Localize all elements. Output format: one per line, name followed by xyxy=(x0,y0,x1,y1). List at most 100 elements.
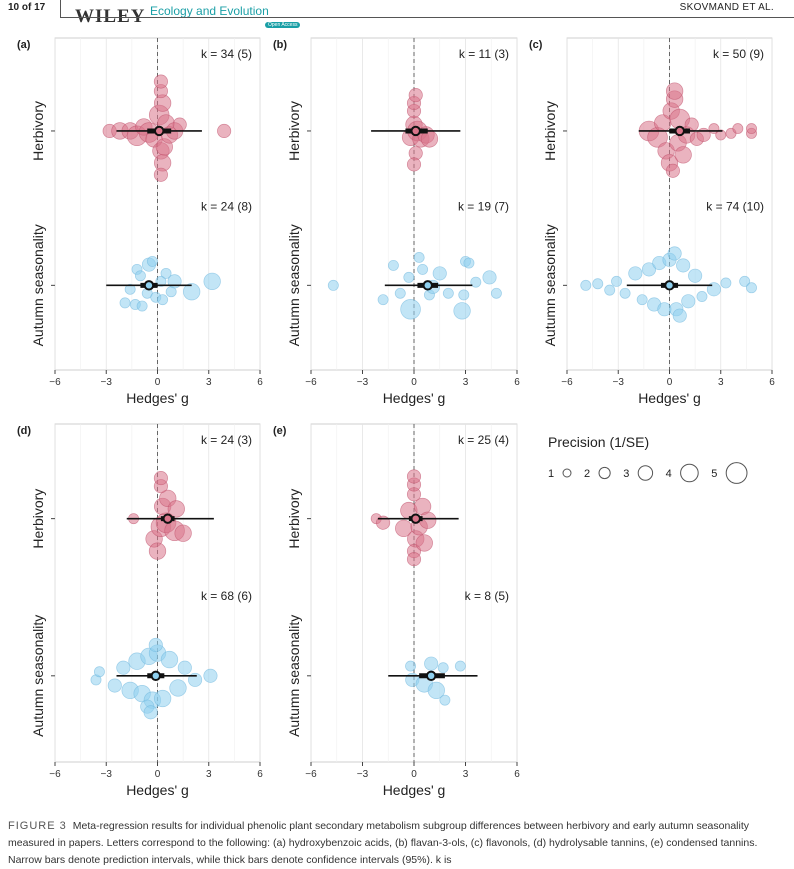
y-row-label: Autumn seasonality xyxy=(30,224,46,346)
data-point xyxy=(681,294,696,309)
chart-panel: (c) Herbivory k = 50 (9) Autumn seasonality… xyxy=(529,37,775,406)
data-point xyxy=(169,679,187,697)
k-label: k = 19 (7) xyxy=(458,200,509,214)
journal-name: Ecology and Evolution xyxy=(150,4,269,18)
data-point xyxy=(636,294,648,306)
y-row-label: Autumn seasonality xyxy=(542,224,558,346)
data-point xyxy=(442,287,454,299)
legend-size-circle xyxy=(562,468,572,478)
data-point xyxy=(696,291,708,302)
data-point xyxy=(217,123,232,139)
data-point xyxy=(116,660,131,675)
x-tick-label: 6 xyxy=(257,377,263,388)
data-point xyxy=(432,266,447,281)
data-point xyxy=(604,284,616,296)
effect-estimate xyxy=(150,670,161,682)
data-point xyxy=(739,275,751,287)
effect-estimate xyxy=(410,125,421,137)
caption-label: FIGURE 3 xyxy=(8,820,67,832)
data-point xyxy=(628,266,643,281)
x-tick-label: −3 xyxy=(613,377,625,388)
effect-estimate xyxy=(410,513,421,524)
panel-label: (d) xyxy=(17,425,31,437)
data-point xyxy=(146,255,158,267)
data-point xyxy=(580,279,592,291)
data-point xyxy=(148,542,167,560)
data-point xyxy=(153,471,168,486)
data-point xyxy=(482,270,497,285)
data-point xyxy=(153,74,168,89)
page-header: 10 of 17 WILEY Ecology and Evolution Ope… xyxy=(0,0,794,28)
k-label: k = 24 (8) xyxy=(201,200,252,214)
effect-estimate xyxy=(422,280,433,291)
k-label: k = 68 (6) xyxy=(201,589,252,603)
data-point xyxy=(172,117,187,132)
running-author: SKOVMAND ET AL. xyxy=(679,2,774,13)
data-point xyxy=(490,287,502,299)
x-tick-label: 6 xyxy=(769,377,775,388)
x-tick-label: 3 xyxy=(718,377,724,388)
data-point xyxy=(327,279,339,291)
x-axis-label: Hedges' g xyxy=(126,782,189,798)
data-point xyxy=(408,88,423,103)
k-label: k = 25 (4) xyxy=(458,433,509,447)
effect-estimate xyxy=(162,513,173,524)
y-row-label: Autumn seasonality xyxy=(286,615,302,737)
chart-panel: (d) Herbivory k = 24 (3) Autumn seasonality… xyxy=(17,423,263,798)
k-label: k = 24 (3) xyxy=(201,433,252,447)
data-point xyxy=(458,289,470,301)
chart-panel: (b) Herbivory k = 11 (3) Autumn seasonality… xyxy=(273,37,520,406)
data-point xyxy=(417,263,429,275)
x-tick-label: 3 xyxy=(463,769,469,780)
data-point xyxy=(160,650,179,669)
data-point xyxy=(400,298,421,320)
data-point xyxy=(720,277,732,289)
data-point xyxy=(107,678,122,693)
x-tick-label: −6 xyxy=(305,377,317,388)
data-point xyxy=(93,666,105,678)
data-point xyxy=(160,267,172,279)
x-tick-label: 0 xyxy=(155,377,161,388)
data-point xyxy=(203,668,218,683)
publisher-logo: WILEY xyxy=(75,6,146,27)
y-row-label: Herbivory xyxy=(30,101,46,161)
x-axis-label: Hedges' g xyxy=(383,390,446,406)
header-rule xyxy=(60,17,794,18)
data-point xyxy=(611,275,622,287)
x-tick-label: 0 xyxy=(667,377,673,388)
chart-panel: (a) Herbivory k = 34 (5) Autumn seasonality… xyxy=(17,37,263,406)
data-point xyxy=(155,275,167,287)
figure-3: (a) Herbivory k = 34 (5) Autumn seasonality… xyxy=(17,37,775,798)
x-tick-label: −3 xyxy=(101,769,113,780)
data-point xyxy=(134,270,146,282)
y-row-label: Herbivory xyxy=(542,101,558,161)
data-point xyxy=(437,662,449,674)
legend-level-label: 1 xyxy=(548,468,554,480)
page-number: 10 of 17 xyxy=(8,2,46,13)
legend-size-circle xyxy=(725,462,748,484)
data-point xyxy=(387,259,399,271)
k-label: k = 74 (10) xyxy=(706,200,764,214)
data-point xyxy=(377,294,389,306)
data-point xyxy=(641,262,657,277)
data-point xyxy=(174,524,192,542)
data-point xyxy=(136,300,148,312)
data-point xyxy=(183,283,201,301)
data-point xyxy=(746,282,757,294)
data-point xyxy=(406,552,422,567)
x-tick-label: 0 xyxy=(155,769,161,780)
panel-label: (a) xyxy=(17,39,31,51)
data-point xyxy=(413,252,425,263)
data-point xyxy=(427,681,445,700)
effect-estimate xyxy=(425,670,437,682)
x-tick-label: −6 xyxy=(305,769,317,780)
k-label: k = 8 (5) xyxy=(465,589,509,603)
effect-estimate xyxy=(664,280,675,291)
data-point xyxy=(415,534,433,552)
x-tick-label: −6 xyxy=(49,377,61,388)
data-point xyxy=(157,294,169,306)
x-tick-label: 6 xyxy=(514,377,520,388)
data-point xyxy=(732,123,744,135)
panel-label: (e) xyxy=(273,425,287,437)
data-point xyxy=(177,660,192,675)
